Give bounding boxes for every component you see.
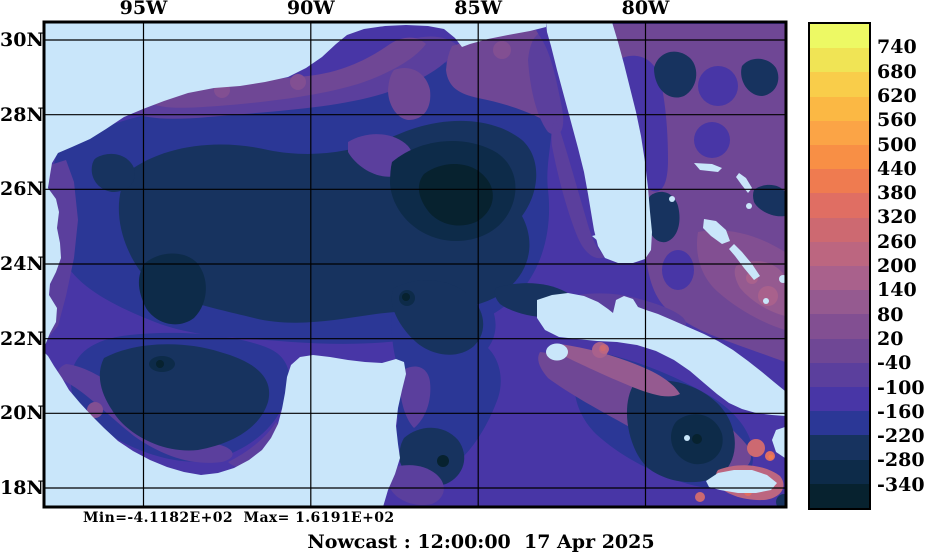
lat-tick-label: 24N xyxy=(0,253,44,275)
land-florida-keys xyxy=(592,233,616,241)
colorbar-tick-label: 80 xyxy=(877,303,904,326)
colorbar-band xyxy=(810,169,869,194)
lat-tick-label: 22N xyxy=(0,327,44,350)
land-islet-1 xyxy=(669,196,675,202)
colorbar-tick-label: 260 xyxy=(877,230,917,253)
colorbar-band xyxy=(810,96,869,121)
colorbar-tick-label: -340 xyxy=(877,473,925,496)
colorbar-band xyxy=(810,411,869,436)
colorbar-band xyxy=(810,290,869,315)
land-bahamas-grand xyxy=(694,163,722,172)
colorbar-band xyxy=(810,24,869,49)
colorbar-band xyxy=(810,145,869,170)
ocean-patches-purple xyxy=(126,24,785,470)
colorbar-tick-label: 440 xyxy=(877,157,917,180)
colorbar xyxy=(808,22,871,510)
map-field xyxy=(45,23,785,506)
colorbar-tick-label: 200 xyxy=(877,255,917,277)
lon-tick-label: 80W xyxy=(621,0,670,19)
colorbar-tick-label: 140 xyxy=(877,279,917,302)
figure-title: Nowcast : 12:00:00 17 Apr 2025 xyxy=(307,531,655,553)
colorbar-tick-label: -40 xyxy=(877,352,912,375)
lon-tick-label: 90W xyxy=(286,0,335,19)
colorbar-tick-label: -220 xyxy=(877,425,925,448)
land-islet-4 xyxy=(763,298,769,304)
land-cuba xyxy=(537,293,785,416)
colorbar-tick-label: 320 xyxy=(877,206,917,229)
colorbar-tick-label: 20 xyxy=(877,327,904,350)
lon-tick-label: 95W xyxy=(119,0,168,19)
colorbar-tick-label: 680 xyxy=(877,60,917,83)
colorbar-tick-label: 740 xyxy=(877,36,917,59)
colorbar-band xyxy=(810,48,869,73)
colorbar-band xyxy=(810,217,869,242)
colorbar-band xyxy=(810,362,869,388)
lat-tick-label: 26N xyxy=(0,178,44,201)
colorbar-tick-label: -160 xyxy=(877,400,925,423)
min-max-stats: Min=-4.1182E+02 Max= 1.6191E+02 xyxy=(83,510,395,526)
colorbar-tick-label: -100 xyxy=(877,376,925,399)
lat-tick-label: 20N xyxy=(0,402,44,425)
land-islet-2 xyxy=(746,203,752,209)
ocean-patches-darkest xyxy=(156,163,702,467)
map-frame xyxy=(42,20,788,509)
colorbar-band xyxy=(810,435,869,460)
lat-tick-label: 28N xyxy=(0,103,44,126)
colorbar-tick-label: 500 xyxy=(877,133,917,156)
colorbar-band xyxy=(810,387,869,412)
land-north-mexico-us-coast xyxy=(45,23,546,346)
colorbar-band xyxy=(810,314,869,339)
land-florida xyxy=(546,23,652,263)
colorbar-band xyxy=(810,193,869,218)
lon-tick-label: 85W xyxy=(454,0,503,19)
land-isle-of-youth xyxy=(546,343,568,361)
land-islet-3 xyxy=(779,275,785,283)
lat-tick-label: 18N xyxy=(0,477,44,499)
colorbar-band xyxy=(810,483,869,509)
colorbar-band xyxy=(810,459,869,484)
land-bahamas-abaco xyxy=(736,173,752,193)
grid-lines xyxy=(44,22,786,507)
land-yucatan-central-america xyxy=(45,353,406,506)
land-hispaniola-edge xyxy=(772,427,785,458)
land-bahamas-andros xyxy=(703,219,730,244)
colorbar-band xyxy=(810,120,869,146)
land-jamaica xyxy=(706,470,777,493)
colorbar-tick-label: 380 xyxy=(877,182,917,205)
colorbar-band xyxy=(810,72,869,97)
lat-tick-label: 30N xyxy=(0,29,44,51)
land-masses xyxy=(45,23,785,506)
colorbar-band xyxy=(810,338,869,363)
land-cayman xyxy=(684,435,690,441)
colorbar-tick-label: 620 xyxy=(877,84,917,107)
colorbar-band xyxy=(810,266,869,291)
colorbar-tick-label: -280 xyxy=(877,449,925,472)
land-bahamas-long-island xyxy=(729,244,760,280)
colorbar-band xyxy=(810,241,869,267)
colorbar-tick-label: 560 xyxy=(877,109,917,132)
